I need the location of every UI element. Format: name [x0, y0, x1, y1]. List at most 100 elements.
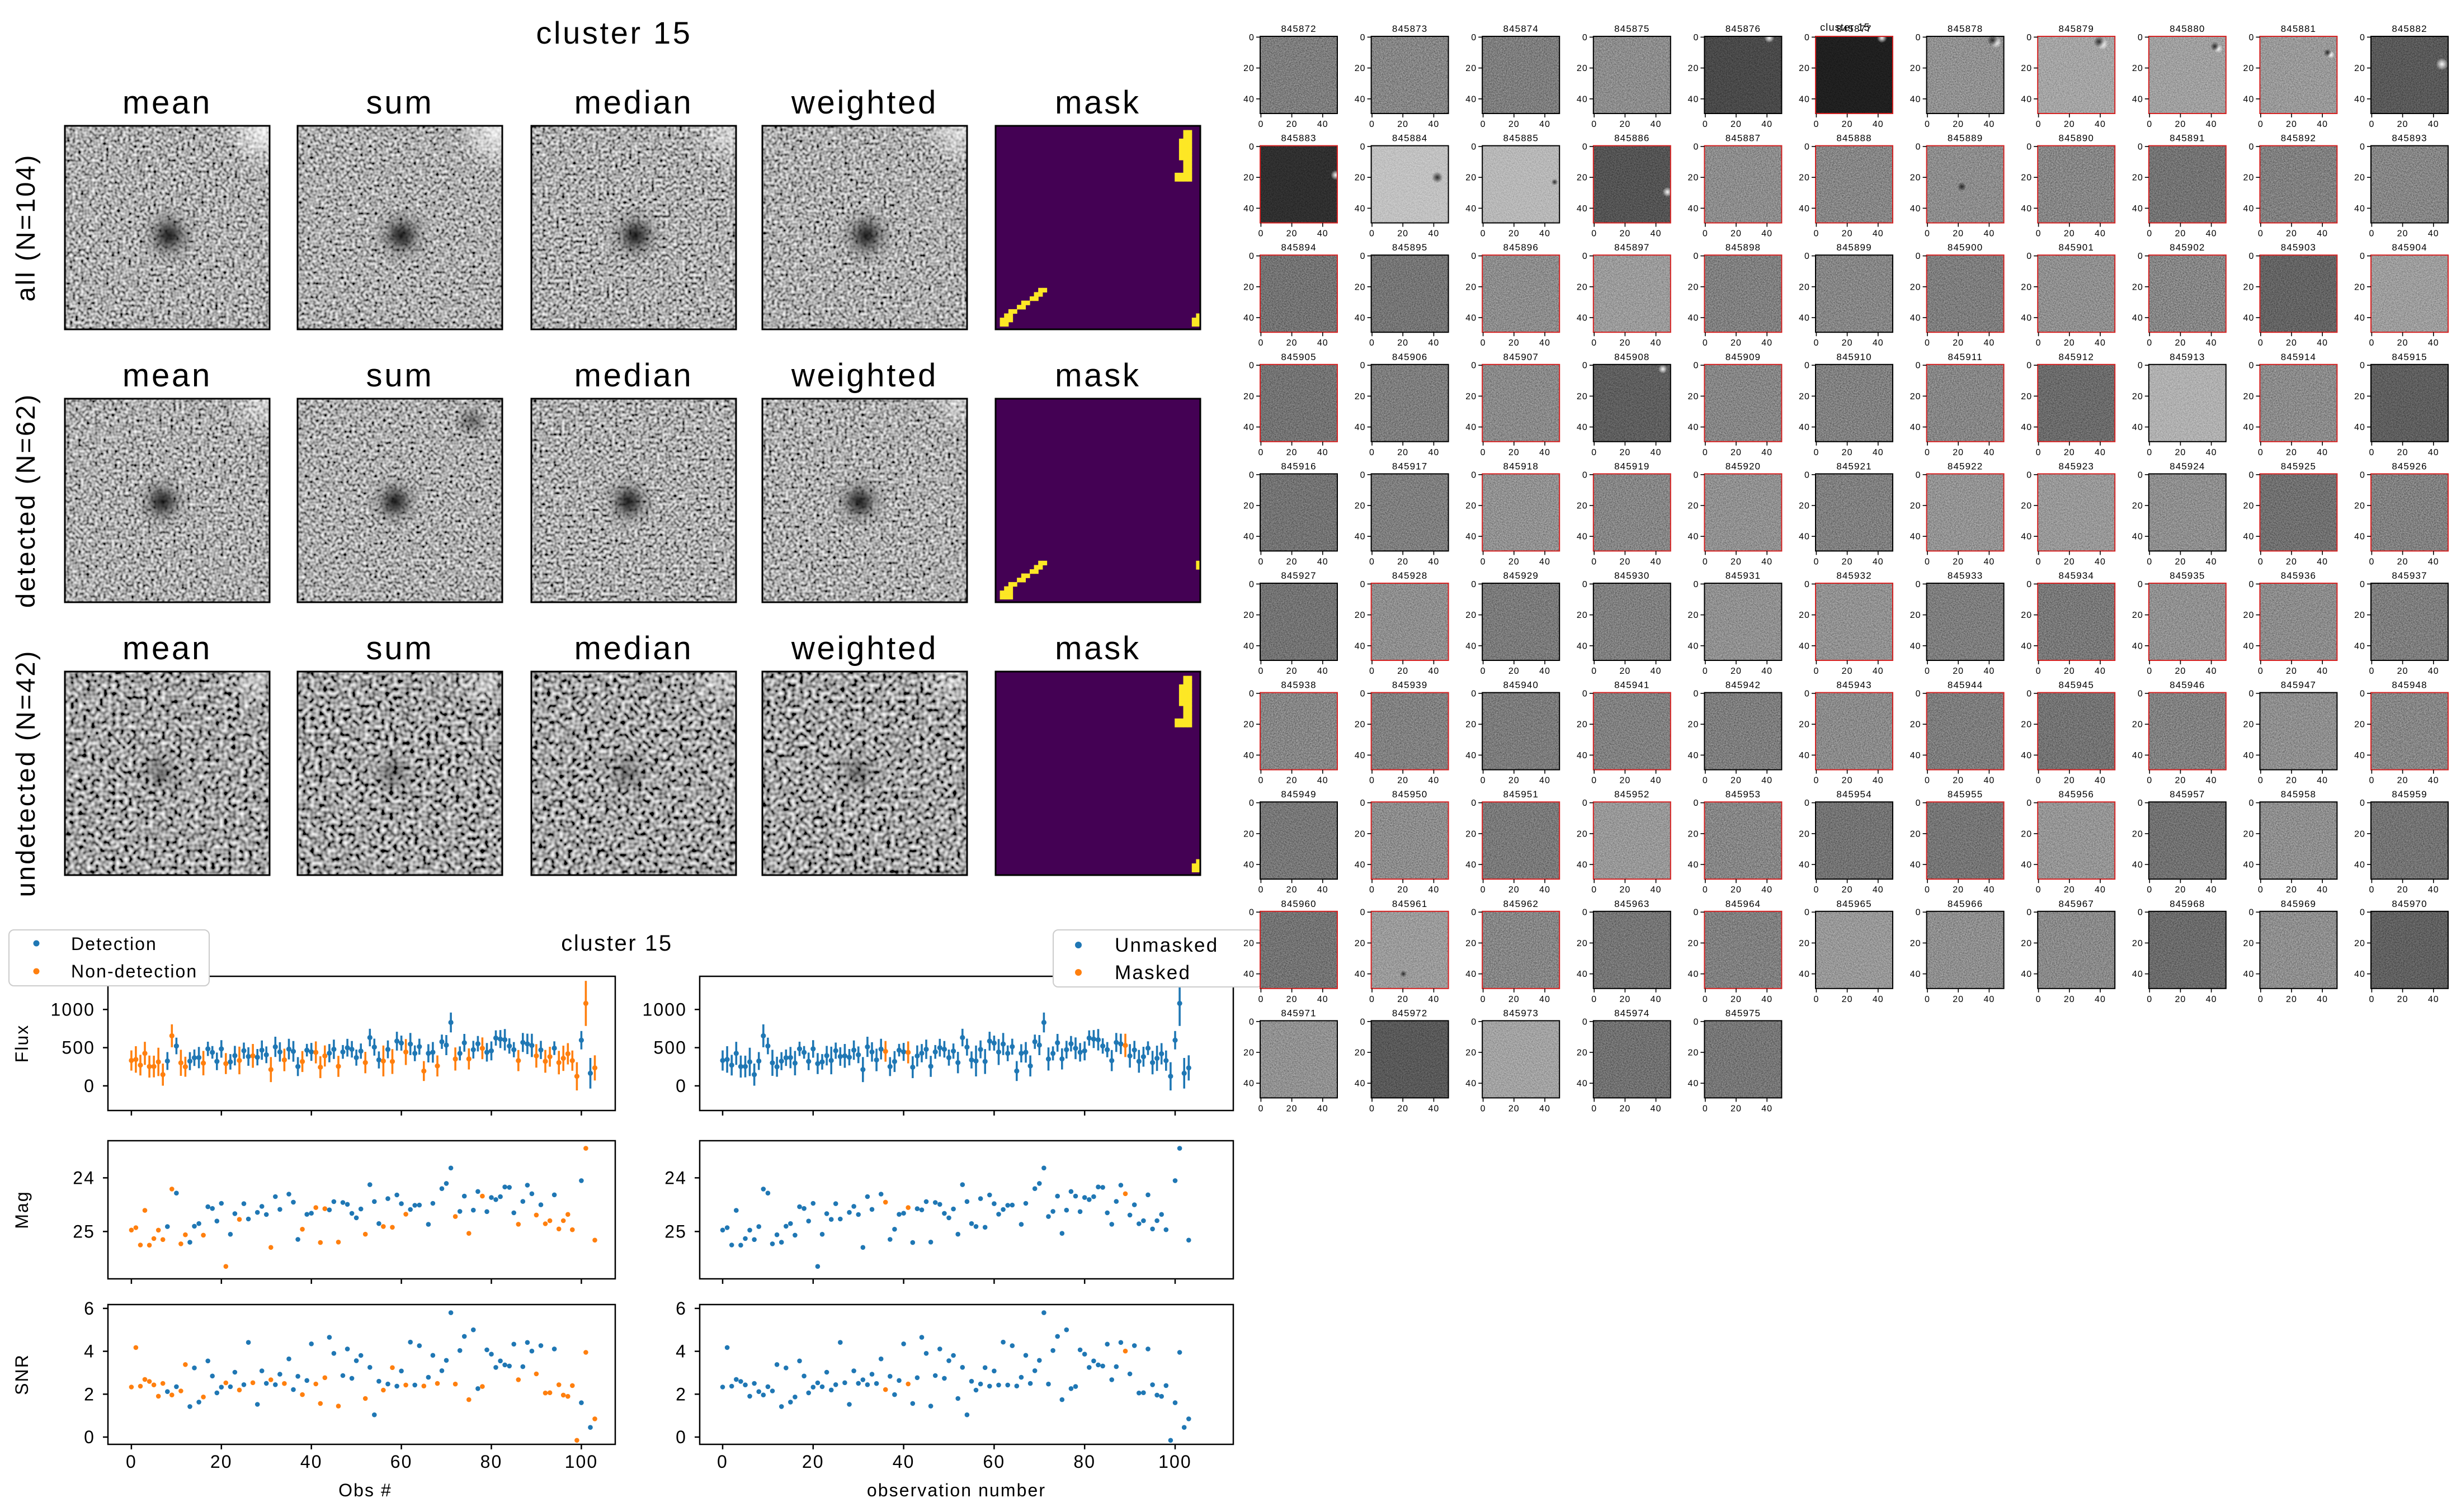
svg-text:mean: mean — [122, 357, 212, 394]
svg-text:845951: 845951 — [1503, 789, 1539, 800]
svg-text:845902: 845902 — [2170, 242, 2205, 253]
svg-text:845966: 845966 — [1948, 899, 1983, 909]
svg-text:24: 24 — [664, 1168, 687, 1188]
svg-text:80: 80 — [480, 1452, 503, 1472]
svg-text:845883: 845883 — [1281, 133, 1316, 144]
svg-text:0: 0 — [84, 1427, 95, 1447]
svg-text:Non-detection: Non-detection — [71, 961, 197, 981]
svg-text:2: 2 — [84, 1384, 95, 1404]
svg-text:845877: 845877 — [1836, 23, 1871, 34]
svg-text:845876: 845876 — [1725, 23, 1761, 34]
svg-text:observation number: observation number — [867, 1480, 1046, 1500]
svg-text:845882: 845882 — [2392, 23, 2427, 34]
svg-text:Mag: Mag — [12, 1190, 32, 1229]
svg-text:mask: mask — [1055, 357, 1141, 394]
svg-text:Detection: Detection — [71, 934, 157, 954]
svg-text:median: median — [574, 630, 694, 667]
svg-text:845886: 845886 — [1614, 133, 1649, 144]
svg-text:845958: 845958 — [2281, 789, 2316, 800]
svg-text:845887: 845887 — [1725, 133, 1761, 144]
svg-text:6: 6 — [84, 1298, 95, 1319]
svg-text:0: 0 — [717, 1452, 728, 1472]
svg-text:845928: 845928 — [1392, 570, 1427, 581]
svg-text:845962: 845962 — [1503, 899, 1539, 909]
svg-text:845905: 845905 — [1281, 352, 1316, 362]
svg-text:SNR: SNR — [12, 1354, 32, 1395]
svg-text:median: median — [574, 357, 694, 394]
svg-text:60: 60 — [983, 1452, 1006, 1472]
svg-text:845949: 845949 — [1281, 789, 1316, 800]
svg-text:845932: 845932 — [1836, 570, 1871, 581]
svg-text:845933: 845933 — [1948, 570, 1983, 581]
svg-text:845964: 845964 — [1725, 899, 1761, 909]
svg-text:845943: 845943 — [1836, 680, 1871, 691]
svg-text:weighted: weighted — [791, 84, 938, 121]
svg-text:845892: 845892 — [2281, 133, 2316, 144]
svg-text:25: 25 — [73, 1221, 95, 1241]
svg-text:845893: 845893 — [2392, 133, 2427, 144]
svg-text:845909: 845909 — [1725, 352, 1761, 362]
svg-text:Unmasked: Unmasked — [1115, 934, 1219, 956]
svg-text:845912: 845912 — [2059, 352, 2094, 362]
svg-text:24: 24 — [73, 1168, 95, 1188]
svg-text:845969: 845969 — [2281, 899, 2316, 909]
svg-text:845971: 845971 — [1281, 1008, 1316, 1018]
svg-text:845967: 845967 — [2059, 899, 2094, 909]
svg-text:845974: 845974 — [1614, 1008, 1649, 1018]
svg-text:845880: 845880 — [2170, 23, 2205, 34]
svg-text:845916: 845916 — [1281, 461, 1316, 471]
svg-text:845904: 845904 — [2392, 242, 2427, 253]
svg-text:Obs #: Obs # — [338, 1480, 392, 1500]
svg-text:0: 0 — [676, 1427, 687, 1447]
svg-text:845946: 845946 — [2170, 680, 2205, 691]
svg-text:845900: 845900 — [1948, 242, 1983, 253]
svg-text:845873: 845873 — [1392, 23, 1427, 34]
svg-text:845919: 845919 — [1614, 461, 1649, 471]
svg-text:845898: 845898 — [1725, 242, 1761, 253]
svg-text:845924: 845924 — [2170, 461, 2205, 471]
svg-text:845899: 845899 — [1836, 242, 1871, 253]
svg-text:845938: 845938 — [1281, 680, 1316, 691]
svg-text:cluster 15: cluster 15 — [561, 931, 672, 956]
svg-text:845878: 845878 — [1948, 23, 1983, 34]
svg-text:845948: 845948 — [2392, 680, 2427, 691]
svg-text:845927: 845927 — [1281, 570, 1316, 581]
svg-text:sum: sum — [366, 357, 434, 394]
svg-text:100: 100 — [565, 1452, 598, 1472]
svg-text:845884: 845884 — [1392, 133, 1427, 144]
svg-text:845895: 845895 — [1392, 242, 1427, 253]
svg-text:845935: 845935 — [2170, 570, 2205, 581]
svg-text:500: 500 — [653, 1038, 687, 1058]
svg-text:845875: 845875 — [1614, 23, 1649, 34]
svg-text:845941: 845941 — [1614, 680, 1649, 691]
svg-text:845903: 845903 — [2281, 242, 2316, 253]
svg-text:845889: 845889 — [1948, 133, 1983, 144]
svg-text:sum: sum — [366, 630, 434, 667]
svg-text:845920: 845920 — [1725, 461, 1761, 471]
svg-text:845929: 845929 — [1503, 570, 1539, 581]
svg-text:60: 60 — [390, 1452, 413, 1472]
svg-text:mean: mean — [122, 84, 212, 121]
svg-text:845937: 845937 — [2392, 570, 2427, 581]
svg-text:845872: 845872 — [1281, 23, 1316, 34]
svg-text:845907: 845907 — [1503, 352, 1539, 362]
svg-text:845959: 845959 — [2392, 789, 2427, 800]
svg-text:845939: 845939 — [1392, 680, 1427, 691]
svg-text:0: 0 — [126, 1452, 137, 1472]
svg-text:Masked: Masked — [1115, 962, 1191, 984]
svg-text:845923: 845923 — [2059, 461, 2094, 471]
svg-text:100: 100 — [1158, 1452, 1192, 1472]
svg-text:845952: 845952 — [1614, 789, 1649, 800]
svg-text:Flux: Flux — [12, 1024, 32, 1063]
svg-text:845940: 845940 — [1503, 680, 1539, 691]
svg-text:845915: 845915 — [2392, 352, 2427, 362]
svg-text:25: 25 — [664, 1221, 687, 1241]
svg-text:4: 4 — [676, 1341, 687, 1362]
svg-text:845955: 845955 — [1948, 789, 1983, 800]
svg-text:845931: 845931 — [1725, 570, 1761, 581]
svg-text:0: 0 — [676, 1076, 687, 1096]
svg-text:845926: 845926 — [2392, 461, 2427, 471]
svg-text:845913: 845913 — [2170, 352, 2205, 362]
svg-text:all (N=104): all (N=104) — [11, 154, 40, 302]
svg-text:845960: 845960 — [1281, 899, 1316, 909]
